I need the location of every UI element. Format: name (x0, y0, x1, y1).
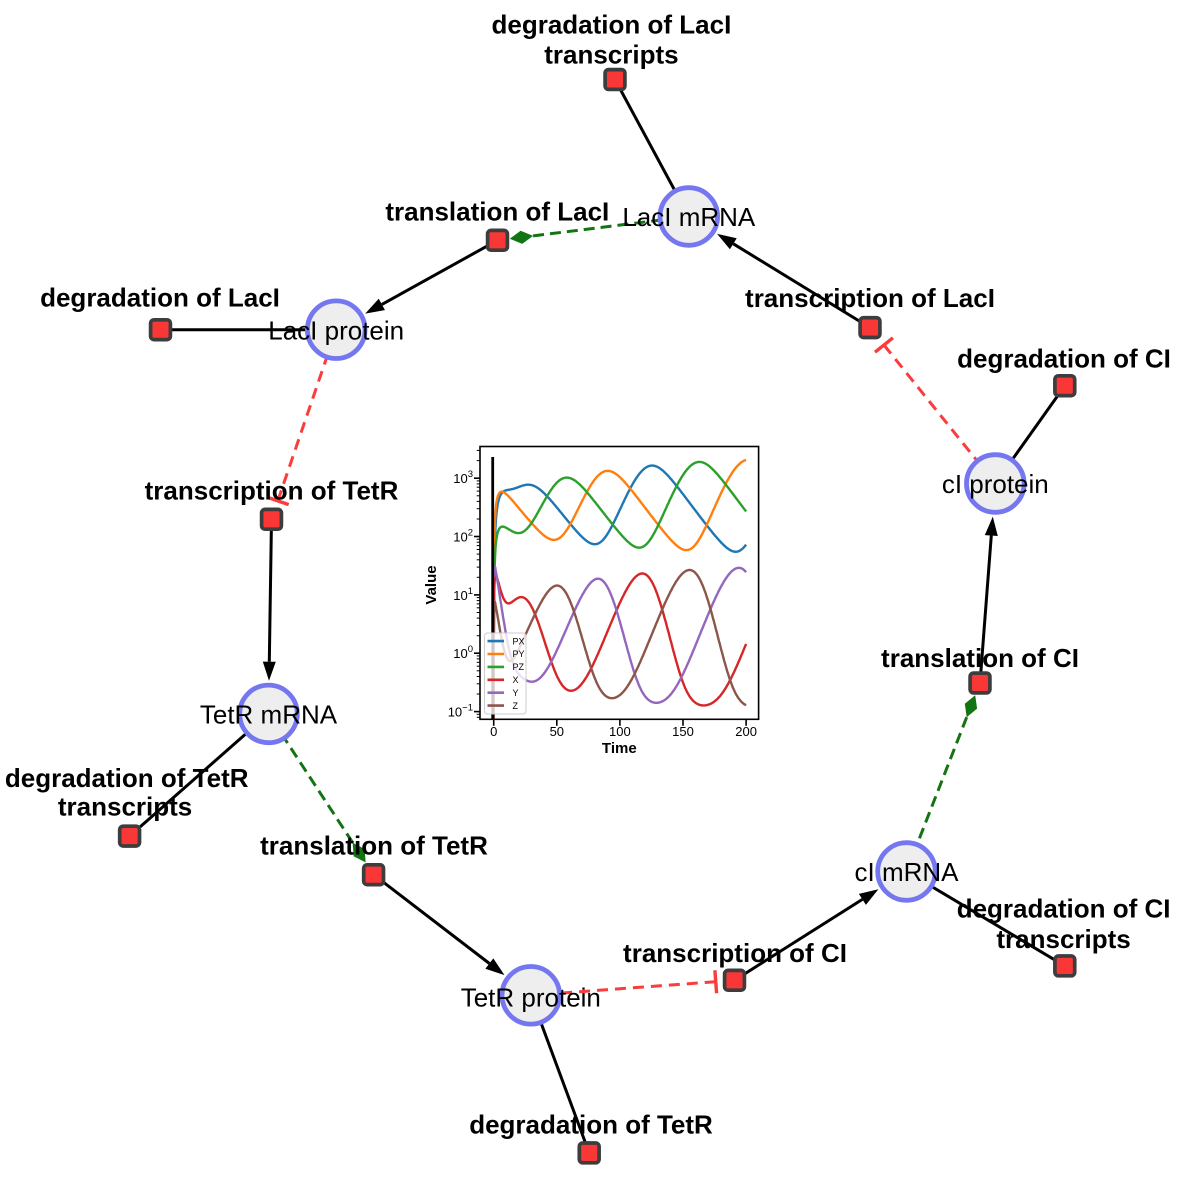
svg-text:TetR mRNA: TetR mRNA (200, 700, 338, 730)
svg-text:degradation of TetR: degradation of TetR (5, 763, 249, 793)
svg-text:cI mRNA: cI mRNA (855, 857, 960, 887)
svg-text:100: 100 (609, 724, 631, 739)
svg-text:degradation of LacI: degradation of LacI (40, 283, 280, 313)
svg-text:LacI mRNA: LacI mRNA (622, 202, 756, 232)
svg-text:Z: Z (513, 701, 519, 711)
svg-text:PZ: PZ (513, 662, 525, 672)
svg-text:Value: Value (423, 565, 440, 604)
svg-text:degradation of CI: degradation of CI (957, 894, 1171, 924)
svg-text:150: 150 (672, 724, 694, 739)
svg-text:translation of TetR: translation of TetR (260, 831, 488, 861)
svg-text:PX: PX (513, 636, 525, 646)
svg-text:degradation of CI: degradation of CI (957, 344, 1171, 374)
svg-text:50: 50 (550, 724, 564, 739)
svg-text:TetR protein: TetR protein (461, 982, 601, 1012)
svg-text:PY: PY (513, 649, 525, 659)
svg-text:cI protein: cI protein (942, 469, 1049, 499)
svg-text:0: 0 (490, 724, 497, 739)
svg-text:transcription of CI: transcription of CI (623, 938, 847, 968)
svg-text:translation of LacI: translation of LacI (385, 196, 609, 226)
svg-text:transcripts: transcripts (996, 924, 1130, 954)
svg-text:Time: Time (602, 740, 637, 757)
svg-text:transcripts: transcripts (58, 792, 192, 822)
svg-text:LacI protein: LacI protein (268, 316, 404, 346)
svg-text:transcripts: transcripts (544, 39, 678, 69)
svg-text:transcription of LacI: transcription of LacI (745, 283, 995, 313)
svg-text:translation of CI: translation of CI (881, 643, 1079, 673)
svg-text:transcription of TetR: transcription of TetR (145, 475, 399, 505)
svg-text:200: 200 (735, 724, 757, 739)
svg-text:degradation of TetR: degradation of TetR (469, 1110, 713, 1140)
svg-text:Y: Y (513, 688, 519, 698)
svg-text:degradation of LacI: degradation of LacI (491, 10, 731, 40)
svg-text:X: X (513, 675, 519, 685)
